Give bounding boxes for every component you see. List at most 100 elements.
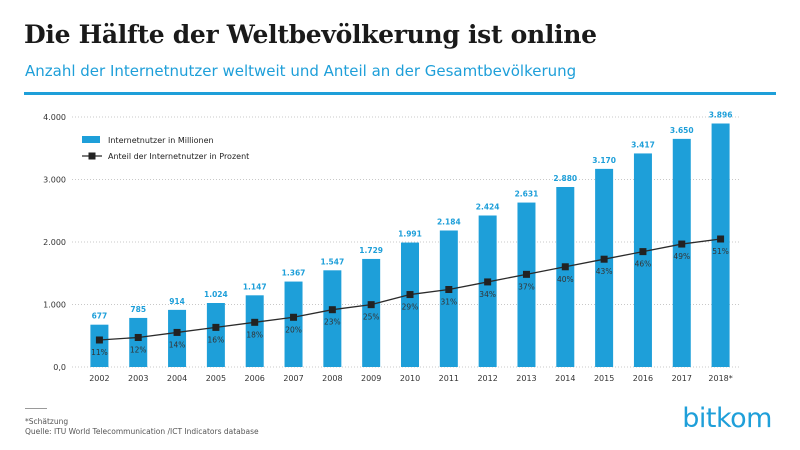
bar-value-label: 2.424 (476, 203, 500, 212)
percent-label: 49% (673, 252, 690, 261)
x-tick-label: 2011 (439, 374, 459, 383)
bar-value-label: 1.991 (398, 230, 422, 239)
percent-marker (445, 286, 453, 293)
bar (711, 123, 730, 367)
bar-value-label: 3.170 (592, 156, 616, 165)
estimate-note: *Schätzung (25, 417, 69, 426)
percent-label: 12% (130, 345, 147, 354)
bar-value-label: 785 (130, 305, 146, 314)
bar-value-label: 3.417 (631, 140, 655, 149)
percent-label: 51% (712, 247, 729, 256)
legend-line-label: Anteil der Internetnutzer in Prozent (108, 152, 249, 161)
x-tick-label: 2012 (477, 374, 497, 383)
percent-marker (328, 306, 336, 314)
x-tick-label: 2015 (594, 374, 614, 383)
bar (284, 281, 303, 367)
bar (595, 168, 614, 367)
y-tick-label: 0,0 (53, 363, 66, 372)
bar-value-label: 1.024 (204, 290, 228, 299)
combo-chart: 0,0 1.000 2.000 3.000 4.000 677 2002 785 2003 914… (43, 111, 740, 383)
bar-value-label: 3.650 (670, 126, 694, 135)
x-tick-label: 2010 (400, 374, 420, 383)
percent-marker (717, 235, 725, 243)
x-tick-label: 2002 (89, 374, 109, 383)
percent-marker (134, 333, 142, 341)
percent-label: 46% (635, 260, 652, 269)
bar-value-label: 3.896 (709, 111, 733, 120)
percent-label: 25% (363, 313, 380, 322)
bar-value-label: 1.547 (320, 257, 344, 266)
y-tick-label: 4.000 (43, 113, 66, 122)
bar (478, 215, 497, 367)
percent-marker (212, 323, 220, 331)
percent-marker (600, 255, 608, 263)
percent-marker (639, 248, 647, 256)
x-tick-label: 2017 (672, 374, 692, 383)
percent-marker (522, 270, 530, 278)
percent-label: 29% (402, 303, 419, 312)
title-divider (24, 92, 776, 95)
percent-marker (367, 301, 375, 309)
bar (206, 303, 225, 367)
percent-label: 11% (91, 348, 108, 357)
percent-marker (484, 278, 492, 286)
bar (90, 324, 109, 367)
percent-marker (406, 291, 414, 299)
bar (633, 153, 652, 367)
bar-value-label: 2.880 (553, 174, 577, 183)
chart-subtitle: Anzahl der Internetnutzer weltweit und A… (25, 62, 577, 80)
x-tick-label: 2014 (555, 374, 575, 383)
bar-value-label: 1.367 (282, 269, 306, 278)
y-tick-label: 2.000 (43, 238, 66, 247)
x-tick-label: 2006 (245, 374, 265, 383)
x-tick-label: 2008 (322, 374, 342, 383)
percent-label: 20% (285, 325, 302, 334)
percent-marker (290, 313, 298, 321)
source-note: Quelle: ITU World Telecommunication /ICT… (25, 427, 259, 436)
percent-label: 40% (557, 275, 574, 284)
bar (362, 258, 381, 367)
percent-label: 37% (518, 282, 535, 291)
bar-value-label: 1.729 (359, 246, 383, 255)
percent-marker (251, 318, 259, 326)
footnote-divider (25, 408, 47, 409)
x-tick-label: 2007 (283, 374, 303, 383)
chart-title: Die Hälfte der Weltbevölkerung ist onlin… (24, 20, 597, 49)
bar-value-label: 914 (169, 297, 185, 306)
percent-marker (173, 328, 181, 336)
y-tick-label: 1.000 (43, 301, 66, 310)
x-tick-label: 2003 (128, 374, 148, 383)
bitkom-logo: bitkom (682, 403, 772, 434)
bar (323, 270, 342, 367)
legend-line-marker (88, 152, 96, 160)
percent-marker (561, 263, 569, 271)
percent-label: 43% (596, 267, 613, 276)
bar (672, 138, 691, 367)
bar (401, 242, 419, 367)
y-tick-label: 3.000 (43, 176, 66, 185)
x-tick-label: 2009 (361, 374, 381, 383)
x-tick-label: 2005 (206, 374, 226, 383)
percent-label: 16% (208, 335, 225, 344)
bar (439, 230, 458, 367)
bar-value-label: 2.631 (515, 190, 539, 199)
percent-label: 34% (479, 290, 496, 299)
percent-label: 31% (440, 298, 457, 307)
bar (129, 317, 148, 367)
bar (168, 309, 187, 367)
bar (556, 187, 575, 367)
bar-value-label: 1.147 (243, 282, 267, 291)
percent-label: 14% (169, 340, 186, 349)
bar (517, 202, 536, 367)
x-tick-label: 2016 (633, 374, 653, 383)
x-tick-label: 2004 (167, 374, 187, 383)
legend-bar-swatch (82, 136, 100, 143)
bar-value-label: 2.184 (437, 218, 461, 227)
bar (245, 295, 264, 367)
legend-bar-label: Internetnutzer in Millionen (108, 136, 214, 145)
footnote: *Schätzung Quelle: ITU World Telecommuni… (25, 417, 259, 437)
x-tick-label: 2018* (708, 374, 732, 383)
percent-marker (95, 336, 103, 344)
x-tick-label: 2013 (516, 374, 536, 383)
percent-label: 23% (324, 318, 341, 327)
